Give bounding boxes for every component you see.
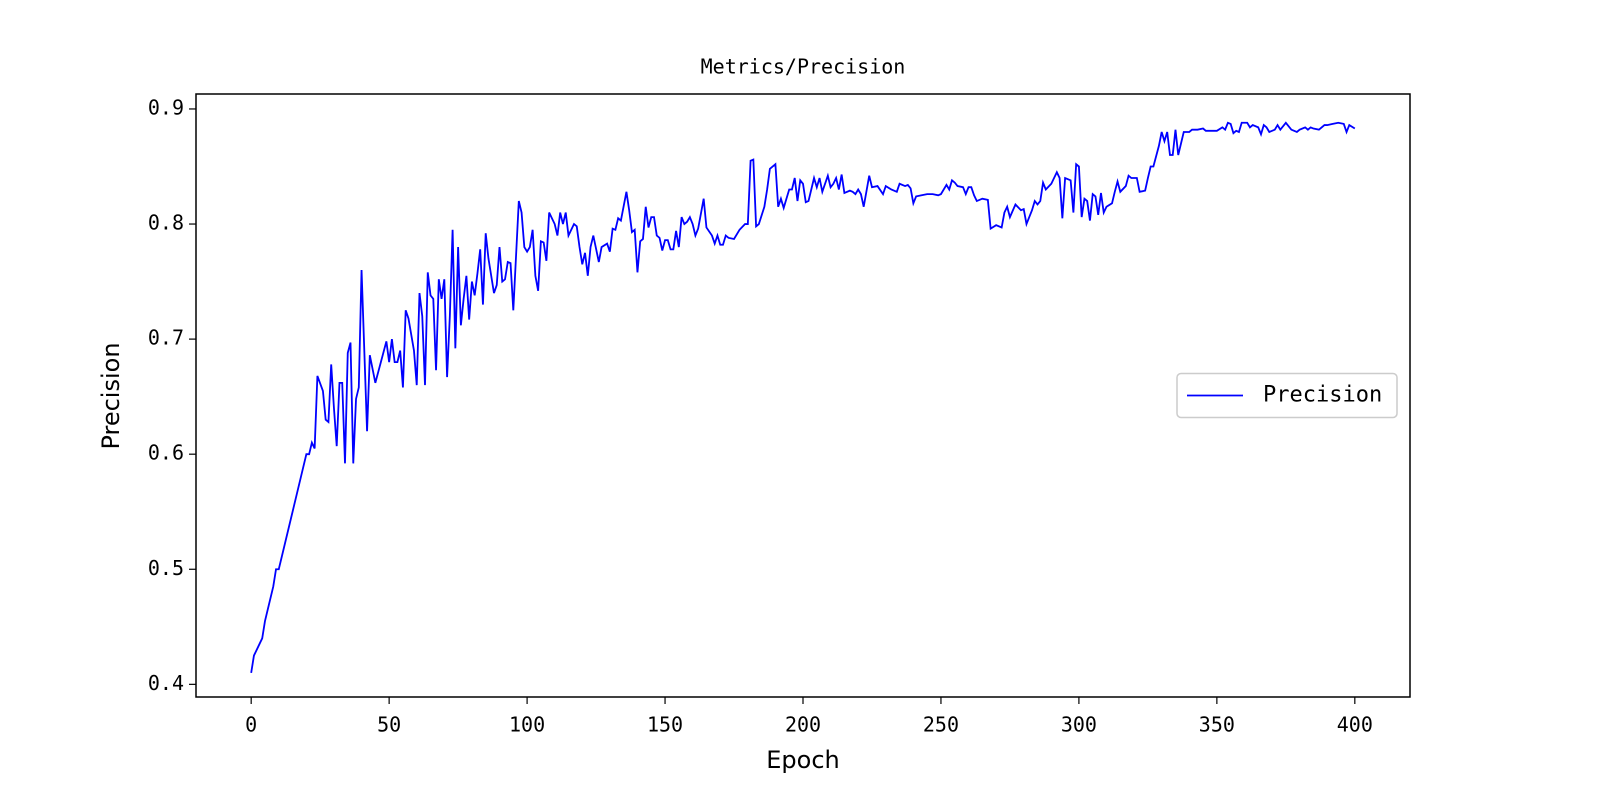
x-tick-label: 50 (377, 713, 401, 737)
x-tick-label: 200 (785, 713, 821, 737)
chart-title: Metrics/Precision (701, 55, 906, 79)
x-tick-label: 250 (923, 713, 959, 737)
y-tick-label: 0.8 (148, 211, 184, 235)
line-series (250, 121, 1356, 673)
plot-frame (195, 93, 1411, 698)
x-tick-label: 400 (1337, 713, 1373, 737)
y-tick-label: 0.5 (148, 556, 184, 580)
y-tick-label: 0.4 (148, 671, 184, 695)
x-tick-label: 150 (647, 713, 683, 737)
x-axis-label: Epoch (766, 746, 840, 774)
x-tick-label: 300 (1061, 713, 1097, 737)
y-tick-label: 0.6 (148, 441, 184, 465)
x-tick-label: 0 (245, 713, 257, 737)
legend-label: Precision (1263, 383, 1382, 408)
x-tick-label: 100 (509, 713, 545, 737)
legend-box (1176, 372, 1398, 419)
x-tick-label: 350 (1199, 713, 1235, 737)
y-axis-label: Precision (97, 342, 125, 449)
y-tick-label: 0.9 (148, 95, 184, 119)
y-tick-label: 0.7 (148, 326, 184, 350)
